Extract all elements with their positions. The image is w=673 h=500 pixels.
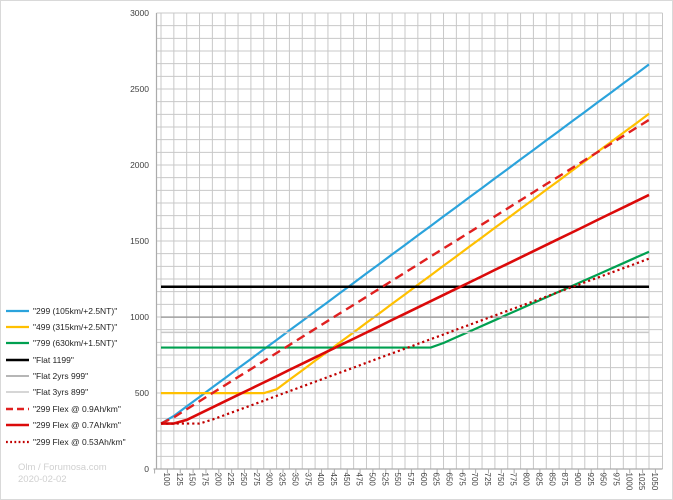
legend-item-3: "Flat 1199"	[6, 353, 126, 366]
x-tick-label: 975	[611, 473, 620, 487]
x-tick-label: 575	[406, 473, 415, 487]
legend-item-7: "299 Flex @ 0.7Ah/km"	[6, 419, 126, 432]
x-tick-label: 225	[226, 473, 235, 487]
series-line-0	[160, 63, 650, 425]
y-tick-label: 1500	[130, 236, 149, 246]
x-tick-label: 250	[239, 473, 248, 487]
legend-item-4: "Flat 2yrs 999"	[6, 370, 126, 383]
x-tick-label: 950	[599, 473, 608, 487]
x-tick-label: 100	[162, 473, 171, 487]
x-tick-label: 750	[496, 473, 505, 487]
x-tick-label: 1050	[650, 473, 659, 491]
x-tick-label: 650	[445, 473, 454, 487]
x-tick-label: 475	[355, 473, 364, 487]
legend-label-1: "499 (315km/+2.5NT)"	[33, 321, 118, 332]
legend-swatch-8	[6, 440, 29, 443]
legend-swatch-6	[6, 407, 29, 411]
x-tick-label: 275	[252, 473, 261, 487]
x-tick-label: 400	[316, 473, 325, 487]
x-tick-label: 450	[342, 473, 351, 487]
x-tick-label: 925	[586, 473, 595, 487]
legend-swatch-1	[6, 325, 29, 328]
legend-label-4: "Flat 2yrs 999"	[33, 371, 89, 382]
legend-swatch-4	[6, 375, 29, 377]
y-tick-label: 2500	[130, 84, 149, 94]
legend-swatch-3	[6, 358, 29, 361]
x-tick-label: 1000	[624, 473, 633, 491]
x-tick-label: 825	[534, 473, 543, 487]
x-tick-label: 300	[265, 473, 274, 487]
x-tick-label: 875	[560, 473, 569, 487]
y-tick-label: 500	[135, 388, 149, 398]
x-tick-label: 350	[290, 473, 299, 487]
legend-label-5: "Flat 3yrs 899"	[33, 387, 89, 398]
x-tick-label: 775	[509, 473, 518, 487]
x-tick-label: 725	[483, 473, 492, 487]
legend-label-7: "299 Flex @ 0.7Ah/km"	[33, 420, 121, 431]
x-tick-label: 525	[380, 473, 389, 487]
legend-item-0: "299 (105km/+2.5NT)"	[6, 304, 126, 317]
legend-swatch-2	[6, 342, 29, 345]
legend-swatch-0	[6, 309, 29, 312]
x-tick-label: 900	[573, 473, 582, 487]
y-tick-label: 1000	[130, 312, 149, 322]
x-tick-label: 375	[303, 473, 312, 487]
watermark: Olm / Forumosa.com 2020-02-02	[18, 462, 107, 486]
x-tick-label: 1025	[637, 473, 646, 491]
x-tick-label: 550	[393, 473, 402, 487]
series-line-7	[161, 193, 650, 425]
x-tick-label: 600	[419, 473, 428, 487]
chart-legend: "299 (105km/+2.5NT)" "499 (315km/+2.5NT)"…	[6, 304, 126, 448]
legend-item-5: "Flat 3yrs 899"	[6, 386, 126, 399]
legend-item-1: "499 (315km/+2.5NT)"	[6, 320, 126, 333]
x-tick-label: 625	[432, 473, 441, 487]
legend-label-2: "799 (630km/+1.5NT)"	[33, 338, 118, 349]
legend-item-2: "799 (630km/+1.5NT)"	[6, 337, 126, 350]
legend-swatch-5	[6, 391, 29, 394]
x-tick-label: 325	[278, 473, 287, 487]
legend-item-6: "299 Flex @ 0.9Ah/km"	[6, 402, 126, 415]
x-tick-label: 675	[457, 473, 466, 487]
y-tick-label: 2000	[130, 160, 149, 170]
x-tick-label: 850	[547, 473, 556, 487]
watermark-source: Olm / Forumosa.com	[18, 462, 107, 473]
x-tick-label: 125	[175, 473, 184, 487]
x-tick-label: 425	[329, 473, 338, 487]
legend-label-3: "Flat 1199"	[33, 354, 74, 365]
legend-label-0: "299 (105km/+2.5NT)"	[33, 305, 118, 316]
legend-swatch-7	[6, 424, 29, 427]
legend-label-8: "299 Flex @ 0.53Ah/km"	[33, 436, 126, 447]
x-tick-label: 175	[201, 473, 210, 487]
y-tick-label: 0	[144, 464, 149, 474]
x-tick-label: 500	[367, 473, 376, 487]
x-tick-label: 700	[470, 473, 479, 487]
x-tick-label: 150	[188, 473, 197, 487]
series-line-8	[161, 257, 650, 425]
y-tick-label: 3000	[130, 8, 149, 18]
series-line-6	[160, 118, 650, 425]
legend-item-8: "299 Flex @ 0.53Ah/km"	[6, 435, 126, 448]
watermark-date: 2020-02-02	[18, 474, 67, 485]
x-tick-label: 800	[522, 473, 531, 487]
x-tick-label: 200	[213, 473, 222, 487]
legend-label-6: "299 Flex @ 0.9Ah/km"	[33, 403, 121, 414]
